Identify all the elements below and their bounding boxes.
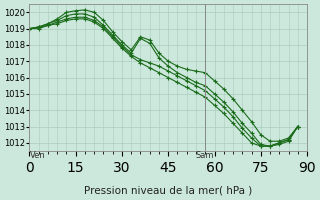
X-axis label: Pression niveau de la mer( hPa ): Pression niveau de la mer( hPa ) [84,186,252,196]
Text: Sam: Sam [196,151,214,160]
Text: Ven: Ven [29,151,45,160]
